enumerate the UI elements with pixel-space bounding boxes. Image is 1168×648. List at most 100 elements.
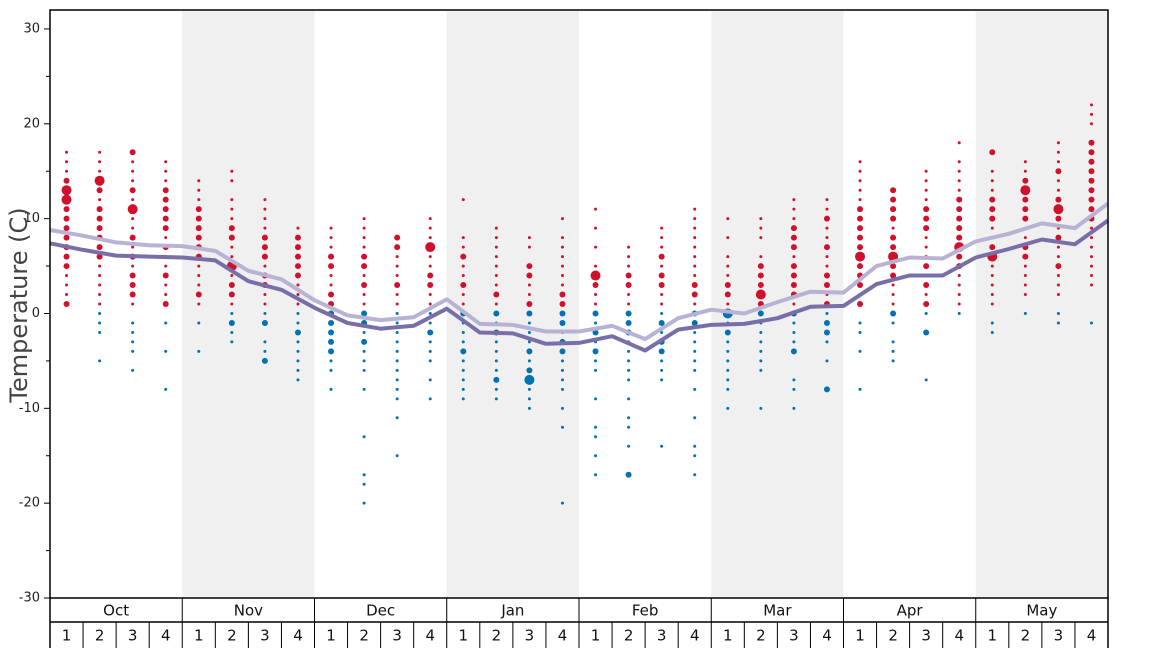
temperature-dot <box>691 319 698 326</box>
temperature-dot <box>428 217 432 221</box>
temperature-dot <box>98 198 102 202</box>
temperature-dot <box>759 349 763 353</box>
temperature-dot <box>461 359 465 363</box>
temperature-dot <box>990 302 994 306</box>
temperature-dot <box>625 282 632 289</box>
temperature-dot <box>1020 185 1031 196</box>
temperature-dot <box>693 359 697 363</box>
temperature-dot <box>362 236 366 240</box>
week-label: 3 <box>921 627 931 645</box>
temperature-dot <box>890 234 897 241</box>
temperature-dot <box>1053 204 1064 215</box>
temperature-dot <box>559 348 566 355</box>
temperature-dot <box>164 293 168 297</box>
temperature-dot <box>361 282 368 289</box>
temperature-dot <box>693 264 697 268</box>
temperature-dot <box>594 454 598 458</box>
temperature-dot <box>1056 245 1060 249</box>
temperature-dot <box>261 253 268 260</box>
temperature-dot <box>461 274 465 278</box>
temperature-dot <box>891 283 895 287</box>
temperature-dot <box>362 330 366 334</box>
temperature-dot <box>858 160 862 164</box>
temperature-dot <box>1089 255 1093 259</box>
temperature-dot <box>1088 187 1095 194</box>
temperature-dot <box>890 244 897 251</box>
temperature-dot <box>1056 150 1060 154</box>
temperature-dot <box>527 397 531 401</box>
temperature-dot <box>594 435 598 439</box>
temperature-dot <box>195 291 202 298</box>
temperature-dot <box>1056 179 1060 183</box>
temperature-dot <box>560 217 564 221</box>
temperature-dot <box>627 368 631 372</box>
temperature-dot <box>823 386 830 393</box>
temperature-dot <box>724 291 731 298</box>
temperature-dot <box>627 302 631 306</box>
temperature-dot <box>757 263 764 270</box>
temperature-dot <box>1089 226 1093 230</box>
week-label: 4 <box>425 627 435 645</box>
temperature-dot <box>1023 293 1027 297</box>
temperature-dot <box>759 340 763 344</box>
temperature-dot <box>627 349 631 353</box>
temperature-dot <box>792 302 796 306</box>
temperature-dot <box>263 264 267 268</box>
temperature-dot <box>427 272 434 279</box>
temperature-dot <box>195 234 202 241</box>
temperature-dot <box>461 340 465 344</box>
temperature-dot <box>957 274 961 278</box>
temperature-dot <box>263 226 267 230</box>
temperature-dot <box>428 302 432 306</box>
temperature-dot <box>427 329 434 336</box>
temperature-dot <box>328 263 335 270</box>
week-label: 2 <box>95 627 105 645</box>
temperature-dot <box>924 293 928 297</box>
temperature-dot <box>526 272 533 279</box>
temperature-dot <box>1089 274 1093 278</box>
temperature-dot <box>428 340 432 344</box>
temperature-dot <box>726 217 730 221</box>
temperature-dot <box>494 368 498 372</box>
temperature-dot <box>1088 196 1095 203</box>
temperature-dot <box>923 282 930 289</box>
temperature-dot <box>63 225 70 232</box>
temperature-dot <box>594 368 598 372</box>
temperature-dot <box>230 330 234 334</box>
temperature-dot <box>559 301 566 307</box>
temperature-dot <box>627 245 631 249</box>
temperature-dot <box>559 291 566 298</box>
temperature-dot <box>691 282 698 289</box>
temperature-dot <box>230 255 234 259</box>
y-tick-label: 30 <box>23 21 40 36</box>
temperature-dot <box>890 196 897 203</box>
temperature-dot <box>660 245 664 249</box>
temperature-dot <box>494 226 498 230</box>
temperature-dot <box>162 196 169 203</box>
temperature-dot <box>428 397 432 401</box>
temperature-dot <box>858 198 862 202</box>
temperature-dot <box>328 329 335 336</box>
temperature-dot <box>1055 196 1062 203</box>
temperature-dot <box>1055 263 1062 270</box>
temperature-dot <box>858 349 862 353</box>
temperature-dot <box>230 179 234 183</box>
temperature-dot <box>560 387 564 391</box>
week-label: 1 <box>723 627 733 645</box>
temperature-dot <box>560 501 564 505</box>
temperature-dot <box>296 349 300 353</box>
week-label: 4 <box>161 627 171 645</box>
temperature-dot <box>1089 321 1093 325</box>
temperature-dot <box>693 274 697 278</box>
temperature-dot <box>1089 122 1093 126</box>
temperature-dot <box>759 368 763 372</box>
temperature-dot <box>493 310 500 317</box>
week-label: 4 <box>1087 627 1097 645</box>
y-tick-label: 20 <box>23 116 40 131</box>
week-label: 3 <box>260 627 270 645</box>
temperature-dot <box>792 378 796 382</box>
temperature-dot <box>362 274 366 278</box>
temperature-dot <box>524 374 535 385</box>
temperature-dot <box>726 236 730 240</box>
